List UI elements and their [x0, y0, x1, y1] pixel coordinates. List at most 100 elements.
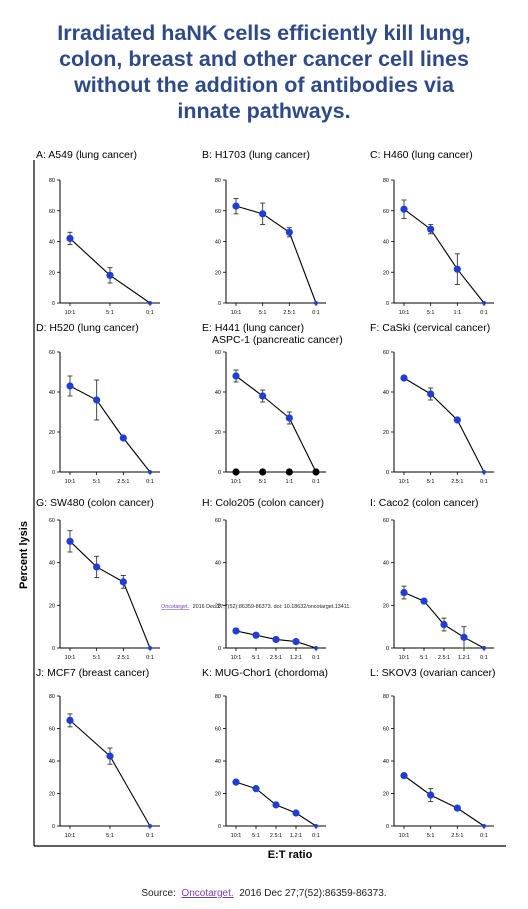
- data-point: [453, 416, 461, 424]
- y-tick-label: 20: [383, 792, 389, 798]
- x-tick-label: 2.5:1: [270, 655, 282, 661]
- data-point: [148, 646, 152, 650]
- x-tick-label: 2.5:1: [117, 655, 129, 661]
- y-tick-label: 0: [386, 824, 389, 830]
- x-tick-label: 5:1: [106, 833, 114, 839]
- y-tick-label: 60: [383, 727, 389, 733]
- series-line: [69, 540, 151, 649]
- title-line: colon, breast and other cancer cell line…: [59, 47, 469, 71]
- x-tick-label: 2.5:1: [283, 310, 295, 316]
- y-tick-label: 40: [49, 390, 55, 396]
- panel-title: L: SKOV3 (ovarian cancer): [370, 667, 495, 679]
- x-tick-label: 1:1: [286, 479, 294, 485]
- x-tick-label: 0:1: [480, 479, 488, 485]
- data-point: [482, 646, 486, 650]
- x-tick-label: 0:1: [480, 833, 488, 839]
- data-point: [285, 468, 293, 476]
- y-tick-label: 40: [215, 240, 221, 246]
- x-tick-label: 0:1: [146, 310, 154, 316]
- data-point: [148, 470, 152, 474]
- series-line: [69, 719, 151, 827]
- data-point: [453, 265, 461, 273]
- data-point: [482, 301, 486, 305]
- series-line: [235, 375, 317, 473]
- y-tick-label: 0: [218, 301, 221, 307]
- data-point: [427, 390, 435, 398]
- x-tick-label: 5:1: [106, 310, 114, 316]
- data-point: [482, 470, 486, 474]
- x-tick-label: 10:1: [399, 655, 410, 661]
- y-tick-label: 40: [49, 240, 55, 246]
- panel-title: I: Caco2 (colon cancer): [370, 497, 479, 509]
- y-tick-label: 80: [49, 178, 55, 184]
- source-link[interactable]: Oncotarget.: [181, 888, 234, 899]
- x-tick-label: 5:1: [427, 310, 435, 316]
- y-tick-label: 60: [383, 209, 389, 215]
- data-point: [312, 468, 320, 476]
- data-point: [285, 228, 293, 236]
- outer-x-label: E:T ratio: [268, 849, 313, 861]
- main-title: Irradiated haNK cells efficiently kill l…: [0, 20, 528, 124]
- y-tick-label: 40: [383, 240, 389, 246]
- y-tick-label: 40: [49, 561, 55, 567]
- x-tick-label: 0:1: [312, 479, 320, 485]
- y-tick-label: 80: [215, 178, 221, 184]
- data-point: [119, 578, 127, 586]
- x-tick-label: 10:1: [65, 655, 76, 661]
- x-tick-label: 10:1: [231, 479, 242, 485]
- panel-title: C: H460 (lung cancer): [370, 149, 473, 161]
- panel-title: A: A549 (lung cancer): [36, 149, 137, 161]
- y-tick-label: 80: [49, 694, 55, 700]
- y-tick-label: 40: [215, 561, 221, 567]
- x-tick-label: 2.5:1: [438, 655, 450, 661]
- outer-y-label: Percent lysis: [18, 521, 30, 589]
- data-point: [420, 597, 428, 605]
- panel-title: E: H441 (lung cancer): [202, 322, 304, 334]
- data-point: [400, 205, 408, 213]
- series-line: [235, 205, 317, 304]
- data-point: [252, 631, 260, 639]
- x-tick-label: 1.2:1: [290, 655, 302, 661]
- x-tick-label: 5:1: [259, 479, 267, 485]
- x-tick-label: 10:1: [231, 310, 242, 316]
- y-tick-label: 40: [383, 390, 389, 396]
- data-point: [272, 801, 280, 809]
- y-tick-label: 60: [215, 518, 221, 524]
- x-tick-label: 1:1: [454, 310, 462, 316]
- data-point: [66, 382, 74, 390]
- y-tick-label: 80: [215, 694, 221, 700]
- data-point: [232, 468, 240, 476]
- data-point: [66, 537, 74, 545]
- overlay-citation-link[interactable]: Oncotarget.: [161, 604, 189, 610]
- data-point: [272, 635, 280, 644]
- x-tick-label: 2.5:1: [451, 479, 463, 485]
- x-tick-label: 10:1: [65, 310, 76, 316]
- y-tick-label: 0: [52, 301, 55, 307]
- y-tick-label: 0: [386, 470, 389, 476]
- y-tick-label: 0: [52, 646, 55, 652]
- overlay-citation-text: 2016 Dec 27;7(52):86359-86373. doi: 10.1…: [193, 604, 351, 610]
- data-point: [259, 392, 267, 400]
- data-point: [119, 434, 127, 442]
- x-tick-label: 10:1: [399, 310, 410, 316]
- source-line: Source: Oncotarget. 2016 Dec 27;7(52):86…: [0, 888, 528, 899]
- series-line: [69, 385, 151, 473]
- x-tick-label: 10:1: [399, 833, 410, 839]
- data-point: [292, 638, 300, 646]
- y-tick-label: 60: [215, 209, 221, 215]
- y-tick-label: 40: [383, 759, 389, 765]
- data-point: [66, 234, 74, 243]
- x-tick-label: 5:1: [259, 310, 267, 316]
- panel-subtitle: ASPC-1 (pancreatic cancer): [212, 334, 343, 346]
- data-point: [259, 210, 267, 218]
- x-tick-label: 0:1: [480, 655, 488, 661]
- y-tick-label: 80: [383, 178, 389, 184]
- data-point: [259, 468, 267, 476]
- data-point: [285, 414, 293, 422]
- panel-title: F: CaSki (cervical cancer): [370, 322, 490, 334]
- x-tick-label: 10:1: [65, 833, 76, 839]
- y-tick-label: 20: [215, 430, 221, 436]
- y-tick-label: 20: [49, 792, 55, 798]
- y-tick-label: 0: [218, 824, 221, 830]
